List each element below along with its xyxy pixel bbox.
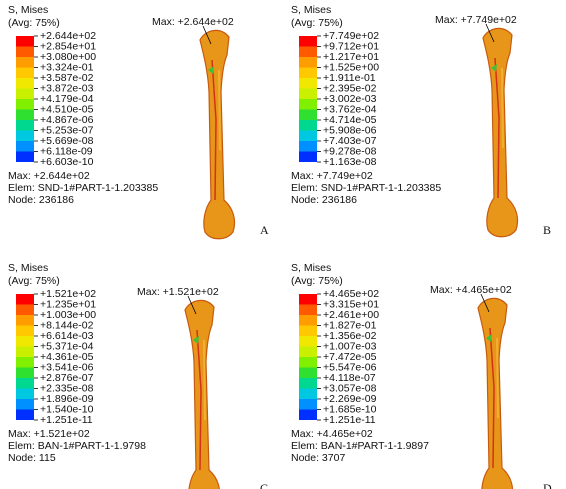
- panel: S, Mises(Avg: 75%)+2.644e+02+2.854e+01+3…: [8, 4, 269, 239]
- legend-color: [16, 389, 34, 400]
- footer-line: Elem: SND-1#PART-1-1.203385: [8, 182, 158, 194]
- legend-color: [299, 141, 317, 152]
- footer-line: Max: +1.521e+02: [8, 428, 90, 440]
- legend-title: S, Mises: [291, 4, 331, 16]
- legend-color: [299, 152, 317, 163]
- legend-subtitle: (Avg: 75%): [8, 17, 60, 29]
- legend-color: [299, 410, 317, 421]
- legend-color: [16, 347, 34, 358]
- footer-line: Max: +2.644e+02: [8, 170, 90, 182]
- legend-color: [16, 399, 34, 410]
- legend-color: [16, 305, 34, 316]
- legend-color: [16, 78, 34, 89]
- legend-color: [16, 99, 34, 110]
- footer-line: Elem: SND-1#PART-1-1.203385: [291, 182, 441, 194]
- panel: S, Mises(Avg: 75%)+1.521e+02+1.235e+01+1…: [8, 262, 268, 489]
- legend-color: [299, 294, 317, 305]
- legend-title: S, Mises: [291, 262, 331, 274]
- legend-title: S, Mises: [8, 4, 48, 16]
- legend-color: [299, 36, 317, 47]
- femur: [185, 300, 220, 489]
- max-callout: Max: +7.749e+02: [435, 14, 517, 26]
- legend-color: [299, 389, 317, 400]
- legend-color: [299, 326, 317, 337]
- footer-line: Node: 236186: [8, 194, 74, 206]
- legend-color: [299, 315, 317, 326]
- legend-color: [299, 378, 317, 389]
- legend-color: [299, 120, 317, 131]
- legend-color: [299, 57, 317, 68]
- femur: [200, 30, 235, 238]
- legend-color: [16, 36, 34, 47]
- footer-line: Elem: BAN-1#PART-1-1.9798: [8, 440, 146, 452]
- legend-color: [299, 399, 317, 410]
- legend-label: +1.251e-11: [40, 414, 93, 426]
- footer-line: Node: 115: [8, 452, 56, 464]
- legend-color: [299, 347, 317, 358]
- legend-label: +1.251e-11: [323, 414, 376, 426]
- femur-model: [478, 294, 513, 489]
- figure: S, Mises(Avg: 75%)+2.644e+02+2.854e+01+3…: [0, 0, 566, 489]
- footer-line: Node: 236186: [291, 194, 357, 206]
- legend-color: [16, 294, 34, 305]
- femur-model: [483, 24, 518, 237]
- max-callout: Max: +4.465e+02: [430, 284, 512, 296]
- legend-color: [299, 68, 317, 79]
- legend-color: [299, 357, 317, 368]
- footer-line: Node: 3707: [291, 452, 345, 464]
- femur-model: [185, 296, 220, 489]
- legend-color: [16, 141, 34, 152]
- legend-color: [16, 152, 34, 163]
- legend-subtitle: (Avg: 75%): [291, 17, 343, 29]
- panel: S, Mises(Avg: 75%)+7.749e+02+9.712e+01+1…: [291, 4, 551, 237]
- legend-label: +6.603e-10: [40, 156, 94, 168]
- legend-color: [16, 315, 34, 326]
- legend-color: [16, 131, 34, 142]
- femur: [483, 28, 518, 236]
- legend-subtitle: (Avg: 75%): [291, 275, 343, 287]
- legend-color: [16, 89, 34, 100]
- legend-color: [16, 120, 34, 131]
- legend-color: [16, 378, 34, 389]
- max-callout: Max: +2.644e+02: [152, 16, 234, 28]
- legend-subtitle: (Avg: 75%): [8, 275, 60, 287]
- legend-color: [299, 110, 317, 121]
- legend-color: [16, 410, 34, 421]
- footer-line: Max: +4.465e+02: [291, 428, 373, 440]
- legend-color: [299, 368, 317, 379]
- legend-color: [16, 336, 34, 347]
- legend-color: [299, 336, 317, 347]
- footer-line: Elem: BAN-1#PART-1-1.9897: [291, 440, 429, 452]
- legend-color: [16, 326, 34, 337]
- legend-color: [16, 47, 34, 58]
- legend-color: [16, 110, 34, 121]
- femur: [478, 298, 513, 489]
- legend-color: [16, 357, 34, 368]
- legend-color: [16, 57, 34, 68]
- legend-color: [299, 305, 317, 316]
- panel-letter: C: [260, 481, 268, 489]
- max-callout: Max: +1.521e+02: [137, 286, 219, 298]
- legend-color: [299, 47, 317, 58]
- legend-color: [299, 131, 317, 142]
- legend-title: S, Mises: [8, 262, 48, 274]
- legend-color: [299, 78, 317, 89]
- panel-letter: B: [543, 223, 551, 237]
- panel-letter: D: [543, 481, 552, 489]
- panel-letter: A: [260, 223, 269, 237]
- legend-color: [299, 89, 317, 100]
- footer-line: Max: +7.749e+02: [291, 170, 373, 182]
- legend-label: +1.163e-08: [323, 156, 377, 168]
- legend-color: [16, 368, 34, 379]
- legend-color: [299, 99, 317, 110]
- panel: S, Mises(Avg: 75%)+4.465e+02+3.315e+01+2…: [291, 262, 552, 489]
- femur-model: [200, 26, 235, 239]
- legend-color: [16, 68, 34, 79]
